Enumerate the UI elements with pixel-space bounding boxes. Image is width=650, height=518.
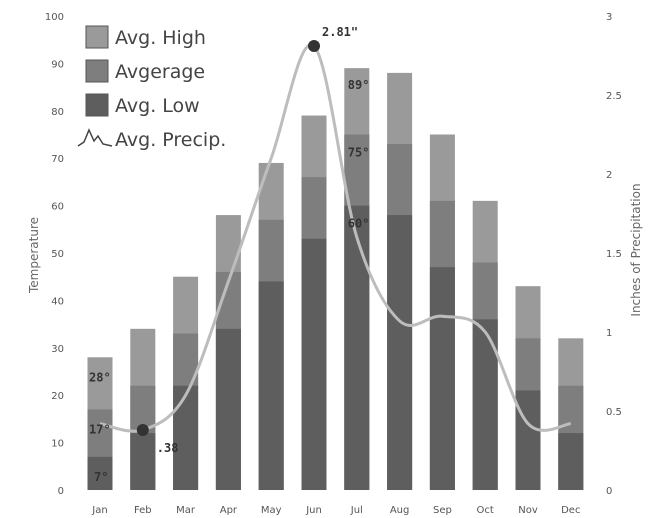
bar-avg-low-jun — [301, 238, 327, 490]
y-tick-label: 0 — [58, 486, 64, 497]
bar-avg-low-apr — [215, 328, 241, 490]
data-label: 75° — [348, 146, 370, 160]
legend-swatch-average — [85, 59, 109, 83]
y-tick-label: 30 — [51, 344, 64, 355]
x-tick-label: Nov — [518, 505, 538, 516]
y-right-tick-label: 1 — [606, 328, 612, 339]
y-axis-right-title: Inches of Precipitation — [629, 183, 643, 316]
x-tick-label: Sep — [433, 505, 452, 516]
x-tick-label: Mar — [176, 505, 196, 516]
x-tick-label: Dec — [561, 505, 580, 516]
y-right-tick-label: 3 — [606, 12, 612, 23]
x-tick-label: Feb — [134, 505, 152, 516]
y-right-tick-label: 2.5 — [606, 91, 622, 102]
y-right-tick-label: 2 — [606, 170, 612, 181]
data-label: 60° — [348, 217, 370, 231]
bar-avg-low-may — [258, 281, 284, 490]
bar-avg-low-mar — [173, 385, 199, 490]
data-label: 7° — [94, 470, 108, 484]
legend-swatch-avg-high — [85, 25, 109, 49]
data-label: 28° — [89, 370, 111, 384]
precip-line-group — [99, 40, 572, 436]
precip-line — [99, 43, 572, 433]
x-tick-label: Oct — [477, 505, 494, 516]
legend-label-average: Avgerage — [115, 61, 205, 83]
bar-avg-low-feb — [130, 433, 156, 490]
data-label: 17° — [89, 422, 111, 436]
y-tick-label: 10 — [51, 439, 64, 450]
bar-avg-low-nov — [515, 390, 541, 490]
legend-label-avg-high: Avg. High — [115, 27, 206, 49]
bar-avg-low-sep — [429, 267, 455, 490]
y-tick-label: 50 — [51, 249, 64, 260]
data-label-group: 28° 17° 7° 89° 75° 60° .38 2.81" — [89, 25, 369, 484]
precip-marker — [136, 423, 149, 436]
y-tick-label: 100 — [45, 12, 64, 23]
bar-avg-low-aug — [387, 215, 413, 490]
y-right-tick-label: 1.5 — [606, 249, 622, 260]
tick-group: Jan Feb Mar Apr May Jun Jul Aug Sep Oct Nov Dec0102… — [45, 12, 622, 516]
bar-avg-low-dec — [558, 433, 584, 490]
legend-label-avg-precip: Avg. Precip. — [115, 129, 226, 151]
x-tick-label: Jun — [305, 505, 322, 516]
bar-avg-low-jul — [344, 205, 370, 490]
y-right-tick-label: 0 — [606, 486, 612, 497]
x-tick-label: May — [261, 505, 282, 516]
x-tick-label: Apr — [220, 505, 238, 516]
x-tick-label: Jul — [350, 505, 363, 516]
y-tick-label: 70 — [51, 154, 64, 165]
legend-swatch-avg-low — [85, 93, 109, 117]
data-label: 89° — [348, 78, 370, 92]
legend-label-avg-low: Avg. Low — [115, 95, 200, 117]
x-tick-label: Jan — [91, 505, 107, 516]
data-label: 2.81" — [322, 25, 358, 39]
y-tick-label: 40 — [51, 296, 64, 307]
bar-avg-low-jan — [87, 456, 113, 490]
legend-precip-line-icon — [77, 128, 113, 147]
y-axis-title: Temperature — [27, 217, 41, 294]
y-tick-label: 20 — [51, 391, 64, 402]
legend: Avg. High Avgerage Avg. Low Avg. Precip. — [77, 25, 226, 151]
y-tick-label: 60 — [51, 202, 64, 213]
x-tick-label: Aug — [390, 505, 410, 516]
y-tick-label: 80 — [51, 107, 64, 118]
precip-marker — [308, 40, 320, 53]
data-label: .38 — [157, 441, 179, 455]
y-tick-label: 90 — [51, 59, 64, 70]
y-right-tick-label: 0.5 — [606, 407, 622, 418]
